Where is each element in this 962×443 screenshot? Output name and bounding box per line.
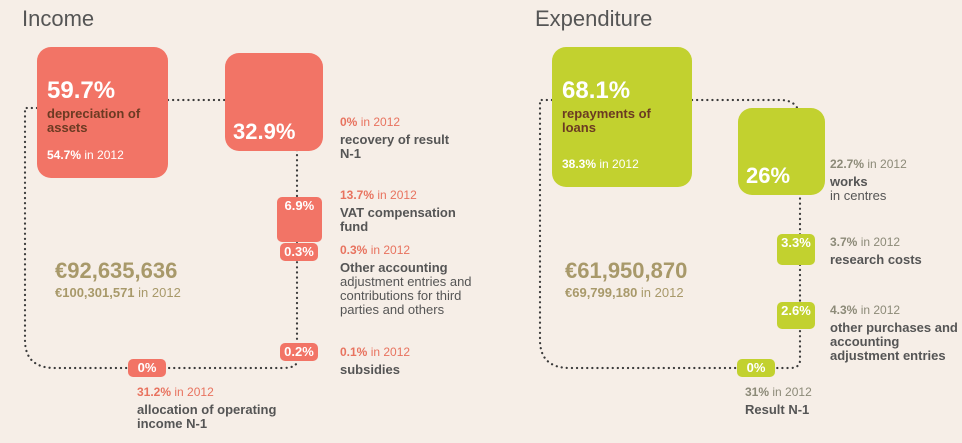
previous-value: 0% (340, 115, 358, 129)
previous-value: 38.3% (562, 157, 597, 172)
year-note: in 2012 (84, 148, 124, 163)
previous-value: 0.3% (340, 243, 368, 257)
previous-value: 0.1% (340, 345, 368, 359)
item-name: Result N-1 (745, 402, 810, 417)
previous-year: 22.7% in 2012 (830, 157, 907, 171)
year-note: in 2012 (370, 243, 411, 257)
previous-value: 22.7% (830, 157, 865, 171)
value-box: 26% (738, 108, 825, 195)
value-label: 59.7% (47, 77, 116, 104)
income-title: Income (22, 6, 95, 31)
value-label: 68.1% (562, 77, 631, 104)
previous-year: 31% in 2012 (745, 385, 812, 399)
year-note: in 2012 (360, 115, 401, 129)
previous-year: 13.7% in 2012 (340, 188, 417, 202)
value-box: 0% (128, 359, 166, 377)
value-label: 0% (137, 360, 157, 375)
previous-year: 0.3% in 2012 (340, 243, 410, 257)
item-name: recovery of result N-1 (340, 132, 450, 161)
item-name: Other accounting (340, 260, 448, 275)
previous-value: 13.7% (340, 188, 375, 202)
value-box: 6.9% (277, 197, 322, 242)
item-description: in centres (830, 188, 887, 203)
value-label: 26% (746, 162, 791, 188)
total: €92,635,636 (55, 258, 178, 283)
value-box: 59.7% depreciation of assets 54.7% in 2012 (37, 47, 169, 179)
value-label: 6.9% (284, 198, 315, 213)
year-note: in 2012 (772, 385, 812, 399)
value-box: 0.3% (280, 243, 318, 261)
previous-value: 54.7% (47, 148, 82, 163)
previous-value: 4.3% (830, 303, 858, 317)
value-box: 0.2% (280, 343, 318, 361)
previous-value: 31% (745, 385, 770, 399)
value-box: 0% (737, 359, 775, 377)
value-label: 0.3% (284, 244, 314, 259)
previous-year: 4.3% in 2012 (830, 303, 900, 317)
value-label: 0.2% (284, 344, 314, 359)
year-note: in 2012 (377, 188, 417, 202)
value-label: 0% (746, 360, 766, 375)
total-previous: €100,301,571 in 2012 (55, 285, 181, 300)
previous-value: 3.7% (830, 235, 858, 249)
previous-year: 0.1% in 2012 (340, 345, 410, 359)
total-previous-value: €100,301,571 (55, 285, 135, 300)
item-description: adjustment entries and contributions for… (340, 274, 472, 317)
previous-year: 38.3% in 2012 (562, 157, 639, 171)
year-note: in 2012 (599, 157, 639, 172)
year-note: in 2012 (860, 235, 901, 249)
year-note: in 2012 (860, 303, 901, 317)
year-note: in 2012 (370, 345, 411, 359)
item-name: allocation of operating income N-1 (137, 402, 277, 431)
total-previous: €69,799,180 in 2012 (565, 285, 684, 300)
year-note: in 2012 (138, 285, 181, 300)
previous-year: 54.7% in 2012 (47, 148, 124, 162)
total-previous-value: €69,799,180 (565, 285, 638, 300)
year-note: in 2012 (640, 285, 684, 300)
item-name: subsidies (340, 362, 400, 377)
item-name: VAT compensation fund (340, 205, 456, 234)
value-box: 68.1% repayments of loans 38.3% in 2012 (552, 47, 693, 188)
item-name: repayments of loans (562, 106, 651, 135)
value-label: 32.9% (233, 118, 296, 144)
item-name: depreciation of assets (47, 106, 141, 135)
value-box: 2.6% (777, 302, 815, 330)
previous-year: 0% in 2012 (340, 115, 400, 129)
expenditure-title: Expenditure (535, 6, 653, 31)
previous-value: 31.2% (137, 385, 172, 399)
previous-year: 31.2% in 2012 (137, 385, 214, 399)
year-note: in 2012 (174, 385, 214, 399)
item-name: works (830, 174, 868, 189)
value-box: 3.3% (777, 234, 815, 265)
previous-year: 3.7% in 2012 (830, 235, 900, 249)
value-label: 2.6% (781, 303, 811, 318)
total: €61,950,870 (565, 258, 688, 283)
year-note: in 2012 (867, 157, 907, 171)
value-label: 3.3% (781, 235, 811, 250)
item-name: research costs (830, 252, 922, 267)
value-box: 32.9% (225, 53, 323, 151)
item-name: other purchases and accounting adjustmen… (830, 320, 958, 363)
